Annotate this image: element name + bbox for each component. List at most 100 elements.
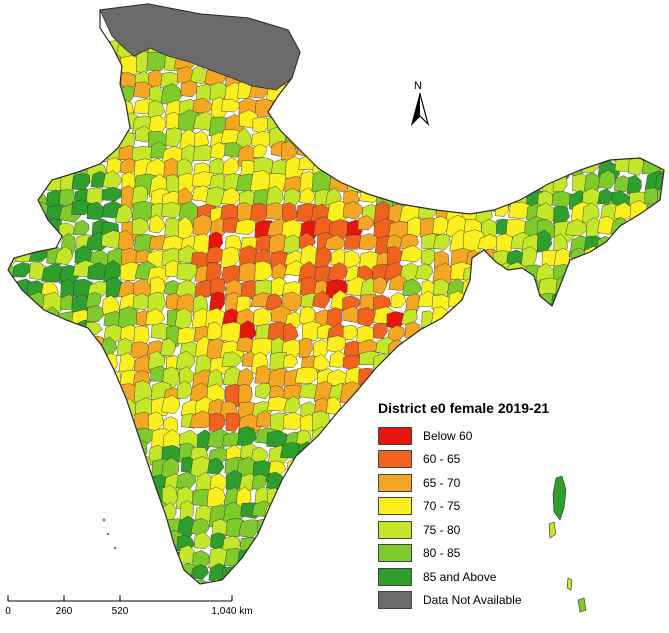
district-polygon [520,354,538,372]
district-polygon [84,489,103,508]
district-polygon [611,126,631,146]
district-polygon [327,262,348,283]
district-polygon [8,429,16,448]
district-polygon [60,334,82,355]
district-polygon [417,368,440,389]
district-polygon [566,365,583,384]
district-polygon [88,114,107,136]
district-polygon [570,145,590,168]
district-polygon [387,144,406,163]
district-polygon [615,321,634,340]
district-polygon [12,439,34,463]
district-polygon [646,548,663,569]
district-polygon [8,130,20,153]
district-polygon [54,246,73,266]
district-polygon [55,366,74,389]
district-polygon [549,294,571,316]
district-polygon [24,517,50,538]
district-polygon [149,562,170,581]
district-polygon [643,336,664,359]
district-polygon [492,275,512,298]
district-polygon [465,154,486,178]
district-polygon [13,532,35,554]
district-polygon [404,186,423,208]
district-polygon [568,296,585,312]
district-polygon [435,114,451,138]
district-polygon [101,394,119,419]
district-polygon [343,249,362,268]
district-polygon [208,412,226,432]
district-polygon [600,383,619,399]
district-polygon [8,439,17,457]
district-polygon [421,171,443,195]
district-polygon [373,40,394,59]
district-polygon [86,371,108,387]
district-polygon [176,262,198,281]
district-polygon [626,174,642,197]
district-polygon [252,143,267,158]
district-polygon [86,38,107,57]
district-polygon [8,341,18,360]
district-polygon [569,81,586,105]
district-polygon [373,81,395,101]
district-polygon [269,547,295,563]
district-polygon [40,519,60,541]
district-polygon [225,412,241,432]
district-polygon [296,549,318,573]
district-polygon [295,83,317,101]
district-polygon [15,304,33,323]
legend-item: 65 - 70 [378,471,648,495]
district-polygon [459,351,484,373]
district-polygon [73,219,90,236]
district-polygon [522,99,546,121]
district-polygon [8,70,20,94]
district-polygon [610,352,632,378]
district-polygon [555,336,571,361]
district-polygon [508,291,527,308]
district-polygon [315,38,335,60]
district-polygon [74,560,95,581]
district-polygon [434,81,455,106]
district-polygon [497,337,519,356]
district-polygon [297,129,318,151]
district-polygon [536,229,553,253]
district-polygon [45,69,62,90]
district-polygon [507,367,526,390]
district-polygon [597,188,613,205]
district-polygon [58,503,80,522]
district-polygon [341,84,357,105]
district-polygon [312,440,333,460]
district-polygon [360,456,379,478]
district-polygon [41,383,58,401]
district-polygon [645,323,664,341]
district-polygon [659,382,664,402]
district-polygon [358,565,375,584]
legend-item: Data Not Available [378,589,648,613]
district-polygon [450,156,470,174]
district-polygon [644,264,661,285]
district-polygon [12,235,37,251]
district-polygon [43,490,61,513]
district-polygon [505,37,525,60]
district-polygon [488,131,515,151]
district-polygon [8,520,16,542]
legend-label: 85 and Above [423,569,497,584]
district-polygon [71,84,89,109]
district-polygon [430,187,453,203]
legend-label: Data Not Available [423,593,522,608]
district-polygon [431,54,453,79]
district-polygon [655,454,664,474]
district-polygon [495,306,515,324]
district-polygon [70,53,92,79]
district-polygon [84,515,107,539]
district-polygon [13,69,31,90]
district-polygon [463,327,484,346]
district-polygon [8,54,14,78]
district-polygon [27,83,52,103]
district-polygon [330,415,349,437]
district-polygon [282,84,306,108]
district-polygon [55,353,74,376]
district-polygon [610,341,632,362]
district-polygon [445,326,468,350]
district-polygon [104,547,125,567]
